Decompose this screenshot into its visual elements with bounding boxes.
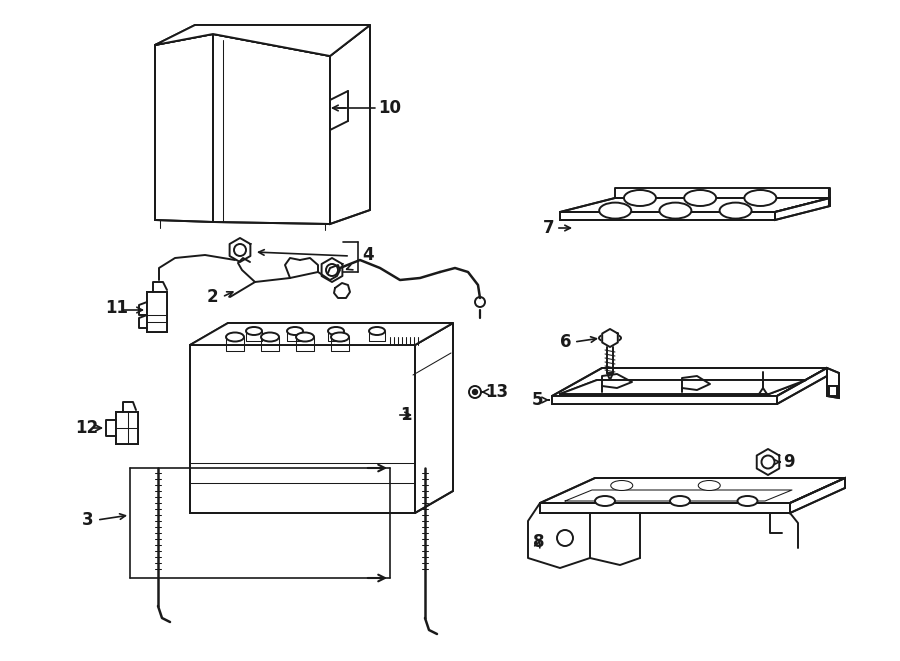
Text: 10: 10 xyxy=(378,99,401,117)
Polygon shape xyxy=(190,323,453,345)
Polygon shape xyxy=(790,478,845,513)
Text: 13: 13 xyxy=(485,383,508,401)
Text: 9: 9 xyxy=(783,453,795,471)
Text: 2: 2 xyxy=(206,288,218,306)
Polygon shape xyxy=(560,212,775,220)
Polygon shape xyxy=(321,258,342,282)
Ellipse shape xyxy=(331,332,349,342)
Polygon shape xyxy=(155,34,213,222)
Polygon shape xyxy=(552,396,777,404)
Text: 8: 8 xyxy=(533,533,544,551)
Ellipse shape xyxy=(698,481,720,490)
Polygon shape xyxy=(757,449,779,475)
Polygon shape xyxy=(827,368,839,398)
Polygon shape xyxy=(116,412,138,444)
Ellipse shape xyxy=(246,327,262,335)
Ellipse shape xyxy=(624,190,656,206)
Ellipse shape xyxy=(720,203,751,219)
Circle shape xyxy=(472,389,478,395)
Polygon shape xyxy=(540,503,790,513)
Ellipse shape xyxy=(595,496,615,506)
Polygon shape xyxy=(155,25,370,56)
Ellipse shape xyxy=(599,203,631,219)
Polygon shape xyxy=(560,380,806,394)
Ellipse shape xyxy=(611,481,633,490)
Ellipse shape xyxy=(744,190,777,206)
Polygon shape xyxy=(415,323,453,513)
Text: 1: 1 xyxy=(400,406,411,424)
Polygon shape xyxy=(560,198,830,212)
Polygon shape xyxy=(330,25,370,224)
Ellipse shape xyxy=(599,334,621,342)
Ellipse shape xyxy=(287,327,303,335)
Ellipse shape xyxy=(369,327,385,335)
Polygon shape xyxy=(540,478,845,503)
Ellipse shape xyxy=(670,496,690,506)
Polygon shape xyxy=(213,34,330,224)
Polygon shape xyxy=(777,368,827,404)
Ellipse shape xyxy=(660,203,691,219)
Text: 11: 11 xyxy=(105,299,128,317)
Polygon shape xyxy=(602,329,617,347)
Ellipse shape xyxy=(261,332,279,342)
Polygon shape xyxy=(829,386,837,396)
Ellipse shape xyxy=(684,190,716,206)
Text: 12: 12 xyxy=(75,419,98,437)
Ellipse shape xyxy=(296,332,314,342)
Polygon shape xyxy=(147,292,167,332)
Text: 7: 7 xyxy=(543,219,554,237)
Polygon shape xyxy=(230,238,250,262)
Ellipse shape xyxy=(328,327,344,335)
Polygon shape xyxy=(775,198,830,220)
Polygon shape xyxy=(552,368,827,396)
Text: 3: 3 xyxy=(82,511,94,529)
Text: 5: 5 xyxy=(532,391,544,409)
Text: 6: 6 xyxy=(560,333,572,351)
Ellipse shape xyxy=(737,496,758,506)
Ellipse shape xyxy=(226,332,244,342)
Text: 4: 4 xyxy=(362,246,374,264)
Polygon shape xyxy=(190,345,415,513)
